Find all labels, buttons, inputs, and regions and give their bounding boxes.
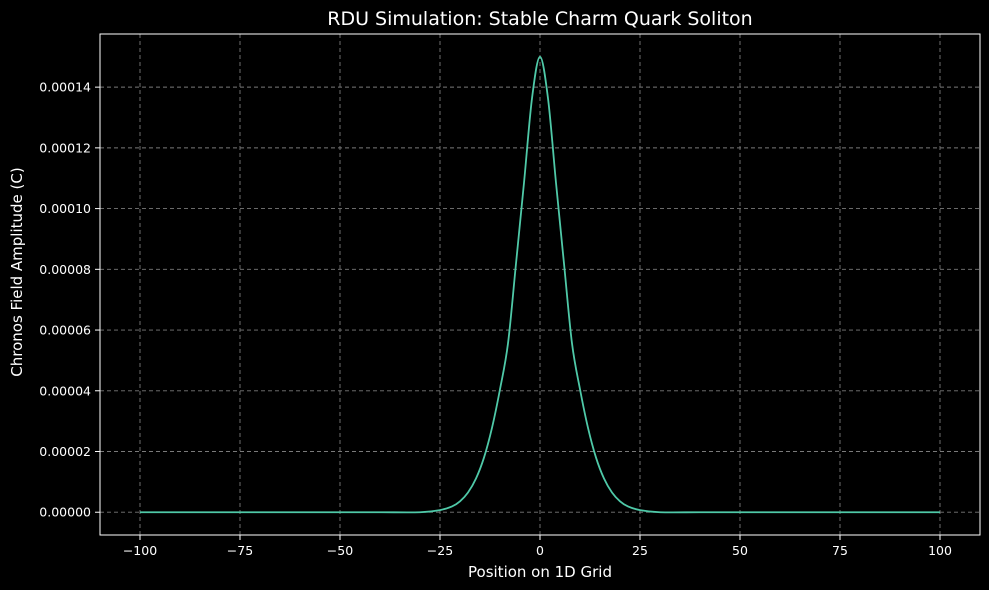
- y-axis: 0.00000 0.00002 0.00004 0.00006 0.00008 0.000…: [39, 80, 100, 520]
- x-tick-label: 100: [928, 543, 952, 558]
- x-tick-label: −50: [327, 543, 353, 558]
- series-layer: [140, 55, 940, 514]
- x-tick-label: 25: [632, 543, 648, 558]
- chart-title: RDU Simulation: Stable Charm Quark Solit…: [327, 8, 752, 30]
- y-tick-label: 0.00000: [39, 505, 91, 520]
- y-axis-label: Chronos Field Amplitude (C): [8, 167, 26, 376]
- y-tick-label: 0.00008: [39, 262, 91, 277]
- x-axis-label: Position on 1D Grid: [468, 563, 612, 581]
- series-line: [140, 55, 940, 514]
- y-tick-label: 0.00012: [39, 140, 91, 155]
- y-tick-label: 0.00010: [39, 201, 91, 216]
- y-tick-label: 0.00004: [39, 383, 91, 398]
- x-tick-label: −25: [427, 543, 453, 558]
- x-tick-label: 50: [732, 543, 748, 558]
- x-tick-label: 0: [536, 543, 544, 558]
- x-tick-label: 75: [832, 543, 848, 558]
- y-tick-label: 0.00002: [39, 444, 91, 459]
- x-tick-label: −75: [227, 543, 253, 558]
- y-tick-label: 0.00014: [39, 80, 91, 95]
- x-tick-label: −100: [123, 543, 157, 558]
- x-axis: −100 −75 −50 −25 0 25 50 75 100: [123, 535, 952, 558]
- y-tick-label: 0.00006: [39, 323, 91, 338]
